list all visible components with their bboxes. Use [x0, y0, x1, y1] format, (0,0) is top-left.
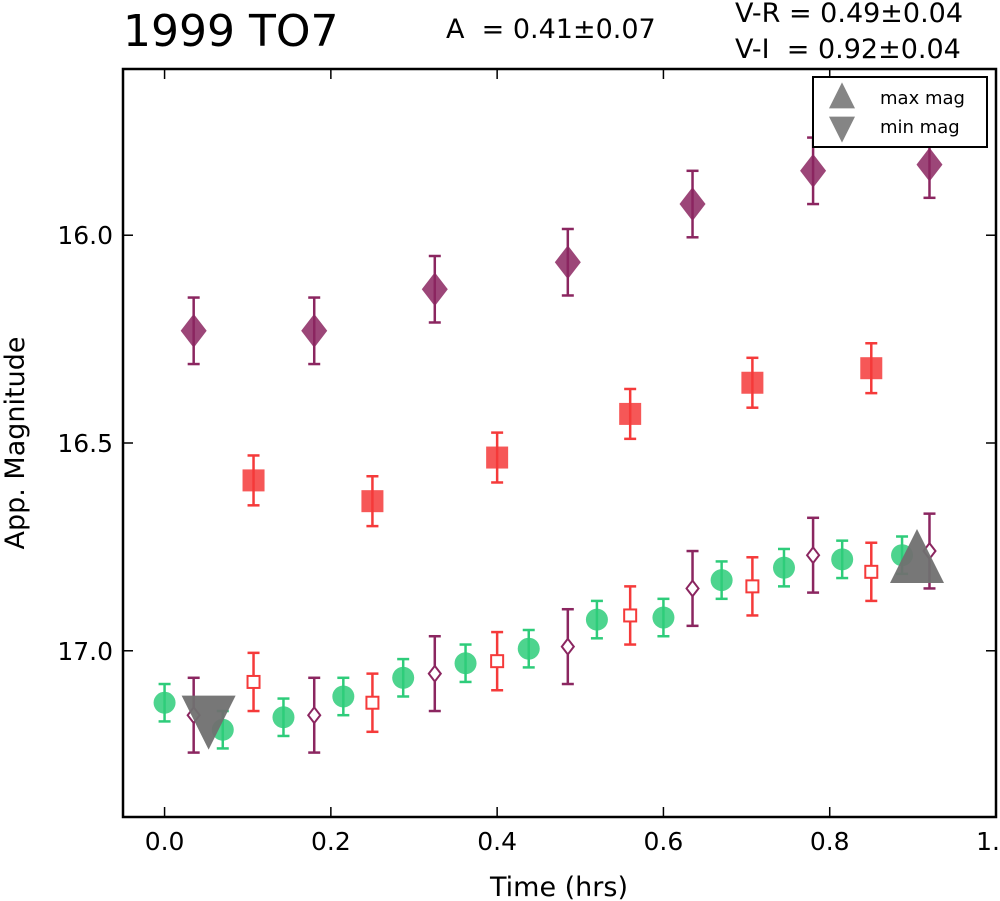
series-4 — [186, 512, 937, 754]
chart-title: 1999 TO7 — [123, 6, 339, 57]
data-point — [585, 608, 608, 631]
data-point — [741, 371, 764, 394]
max-mag-marker — [890, 529, 945, 584]
x-tick-label: 0.0 — [145, 827, 185, 856]
legend-marker — [829, 116, 855, 143]
amplitude-annotation: A = 0.41±0.07 — [446, 14, 656, 45]
data-point — [361, 490, 384, 513]
legend-label: min mag — [880, 117, 960, 138]
data-point — [831, 548, 854, 571]
data-point — [864, 564, 879, 579]
y-tick-label: 16.0 — [57, 221, 113, 250]
data-point — [560, 637, 576, 657]
data-point — [301, 313, 328, 348]
data-point — [685, 579, 700, 598]
data-point — [745, 579, 760, 594]
series-3 — [246, 541, 879, 734]
x-tick-label: 0.8 — [810, 827, 850, 856]
data-point — [916, 147, 943, 182]
x-tick-label: 1.0 — [976, 827, 1000, 856]
data-point — [392, 666, 415, 689]
data-point — [454, 652, 477, 675]
series-2 — [153, 535, 914, 750]
x-tick-label: 0.6 — [644, 827, 684, 856]
data-point — [800, 153, 827, 188]
data-point — [272, 706, 295, 729]
legend: max mag min mag — [812, 76, 988, 148]
data-point — [554, 245, 581, 280]
data-point — [805, 545, 821, 565]
data-point — [679, 187, 706, 221]
legend-label: max mag — [880, 88, 965, 109]
data-point — [517, 637, 540, 660]
v-i-color-annotation: V-I = 0.92±0.04 — [735, 34, 961, 65]
data-point — [180, 313, 207, 348]
data-marks — [153, 130, 945, 754]
data-point — [710, 569, 733, 592]
data-point — [427, 664, 443, 684]
data-point — [246, 674, 261, 689]
y-tick-label: 17.0 — [57, 637, 113, 666]
data-point — [772, 556, 795, 579]
data-point — [421, 272, 448, 307]
data-point — [365, 695, 380, 710]
data-point — [652, 606, 675, 629]
legend-marker — [829, 82, 855, 109]
data-point — [242, 469, 265, 492]
x-tick-label: 0.2 — [311, 827, 351, 856]
series-1 — [242, 342, 883, 528]
y-axis-label: App. Magnitude — [0, 337, 31, 550]
data-point — [486, 446, 509, 469]
min-mag-marker — [181, 695, 236, 750]
data-point — [332, 685, 355, 708]
data-point — [623, 608, 638, 623]
x-tick-label: 0.4 — [477, 827, 517, 856]
data-point — [860, 357, 883, 380]
x-axis-label: Time (hrs) — [489, 872, 628, 901]
axis-ticks: 0.0 0.2 0.4 0.6 0.8 1.0 16.0 16.5 17.0 — [57, 69, 1000, 856]
data-point — [490, 654, 505, 669]
data-point — [306, 705, 322, 725]
y-tick-label: 16.5 — [57, 429, 113, 458]
v-r-color-annotation: V-R = 0.49±0.04 — [735, 0, 964, 29]
data-point — [153, 691, 176, 714]
data-point — [619, 402, 642, 425]
series-0 — [180, 130, 943, 366]
